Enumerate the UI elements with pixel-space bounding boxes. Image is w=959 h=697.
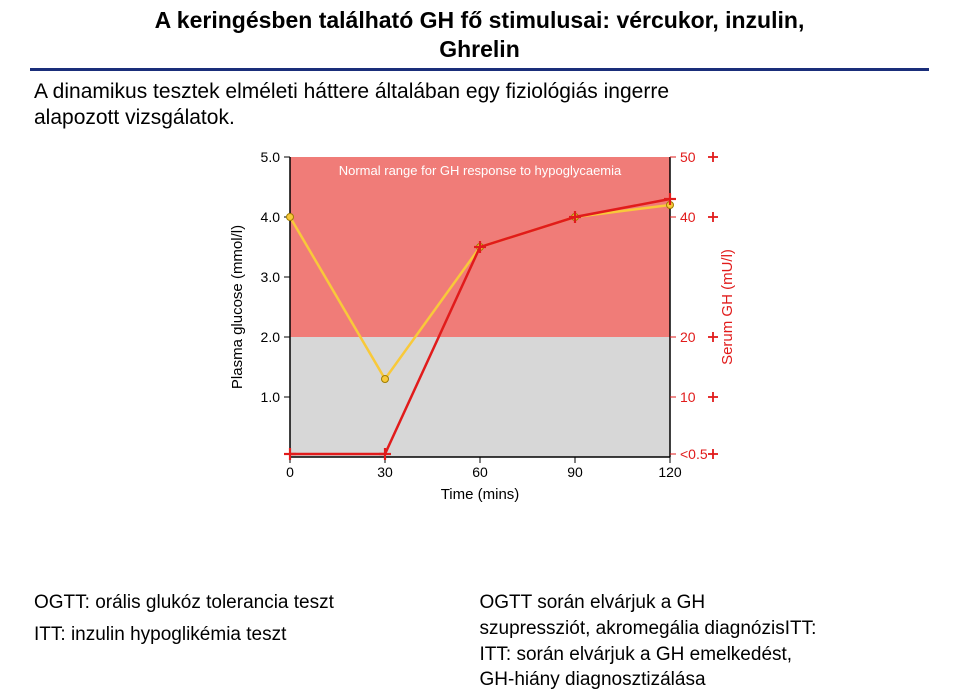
svg-text:Normal range for GH response t: Normal range for GH response to hypoglyc… — [338, 163, 621, 178]
svg-text:3.0: 3.0 — [260, 269, 280, 285]
br-line2: szupressziót, akromegália diagnózisITT: — [480, 616, 926, 642]
br-line1: OGTT során elvárjuk a GH — [480, 590, 926, 616]
br-line3: ITT: során elvárjuk a GH emelkedést, — [480, 642, 926, 668]
svg-text:5.0: 5.0 — [260, 149, 280, 165]
svg-text:0: 0 — [286, 464, 294, 480]
svg-text:Serum GH (mU/l): Serum GH (mU/l) — [719, 249, 736, 365]
svg-text:2.0: 2.0 — [260, 329, 280, 345]
svg-text:<0.5: <0.5 — [680, 446, 708, 462]
chart-svg: Normal range for GH response to hypoglyc… — [220, 137, 740, 517]
chart-container: Normal range for GH response to hypoglyc… — [0, 137, 959, 517]
svg-text:Plasma glucose (mmol/l): Plasma glucose (mmol/l) — [229, 225, 246, 389]
ogtt-def: OGTT: orális glukóz tolerancia teszt — [34, 590, 426, 616]
svg-text:Time (mins): Time (mins) — [440, 486, 519, 503]
title-line2: Ghrelin — [439, 36, 520, 62]
svg-text:120: 120 — [658, 464, 682, 480]
svg-text:20: 20 — [680, 329, 696, 345]
page-title: A keringésben található GH fő stimulusai… — [0, 6, 959, 64]
svg-text:10: 10 — [680, 389, 696, 405]
svg-text:90: 90 — [567, 464, 583, 480]
svg-text:50: 50 — [680, 149, 696, 165]
bottom-left: OGTT: orális glukóz tolerancia teszt ITT… — [34, 590, 426, 693]
chart: Normal range for GH response to hypoglyc… — [220, 137, 740, 517]
title-line1: A keringésben található GH fő stimulusai… — [155, 7, 805, 33]
subtitle: A dinamikus tesztek elméleti háttere ált… — [34, 79, 925, 132]
svg-text:30: 30 — [377, 464, 393, 480]
svg-text:40: 40 — [680, 209, 696, 225]
title-rule — [30, 68, 929, 71]
bottom-right: OGTT során elvárjuk a GH szupressziót, a… — [480, 590, 926, 693]
itt-def: ITT: inzulin hypoglikémia teszt — [34, 622, 426, 648]
subtitle-line2: alapozott vizsgálatok. — [34, 106, 235, 129]
bottom-row: OGTT: orális glukóz tolerancia teszt ITT… — [0, 590, 959, 693]
svg-text:60: 60 — [472, 464, 488, 480]
subtitle-line1: A dinamikus tesztek elméleti háttere ált… — [34, 80, 669, 103]
svg-text:1.0: 1.0 — [260, 389, 280, 405]
svg-text:4.0: 4.0 — [260, 209, 280, 225]
br-line4: GH-hiány diagnosztizálása — [480, 667, 926, 693]
